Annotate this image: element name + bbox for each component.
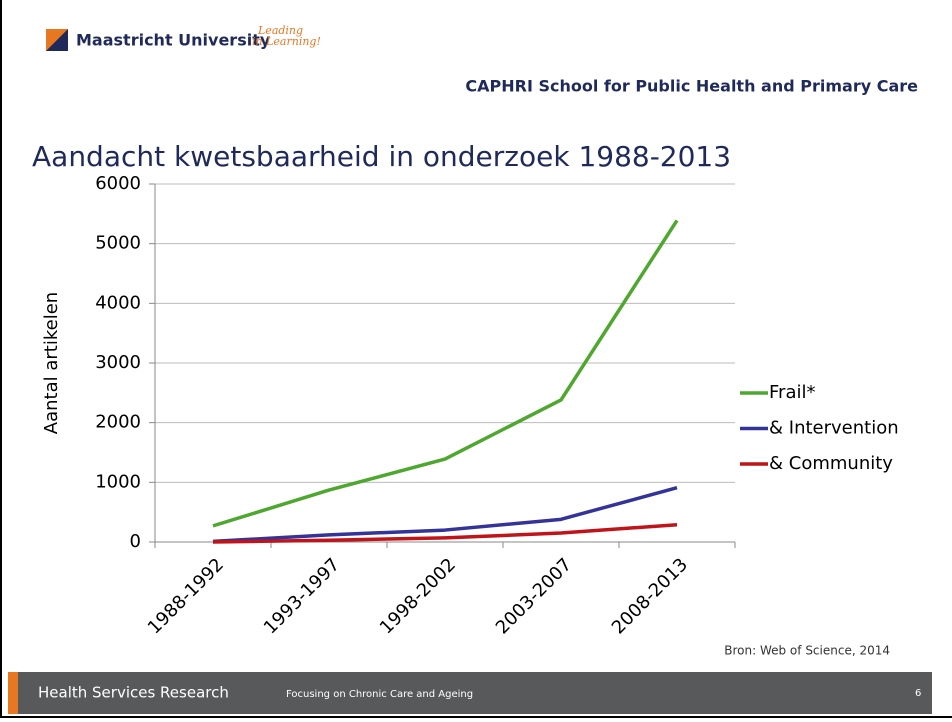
- chart-title: Aandacht kwetsbaarheid in onderzoek 1988…: [32, 140, 731, 173]
- footer-subtitle: Focusing on Chronic Care and Ageing: [286, 689, 473, 700]
- legend-label: Frail*: [769, 382, 815, 403]
- source-note: Bron: Web of Science, 2014: [724, 644, 890, 658]
- footer-bar: [8, 672, 932, 714]
- y-tick-label: 3000: [95, 352, 141, 373]
- school-name: CAPHRI School for Public Health and Prim…: [465, 77, 918, 96]
- series-line: [212, 522, 678, 544]
- footer-title: Health Services Research: [38, 684, 229, 702]
- y-axis-label: Aantal artikelen: [41, 292, 62, 434]
- y-tick-label: 2000: [95, 412, 141, 433]
- footer-accent: [8, 672, 18, 714]
- y-tick-label: 0: [130, 531, 141, 552]
- motto: in Learning!: [252, 35, 321, 48]
- logo: [46, 29, 68, 51]
- series-line: [212, 219, 679, 528]
- y-tick-label: 4000: [95, 292, 141, 313]
- university-name: Maastricht University: [76, 31, 271, 50]
- y-tick-label: 1000: [95, 471, 141, 492]
- logo-mark: [46, 29, 68, 51]
- y-tick-label: 5000: [95, 233, 141, 254]
- legend-label: & Community: [769, 453, 893, 474]
- legend-label: & Intervention: [769, 418, 899, 439]
- y-tick-label: 6000: [95, 173, 141, 194]
- motto: Leading: [257, 24, 303, 37]
- page-number: 6: [915, 688, 921, 699]
- series-line: [212, 486, 678, 544]
